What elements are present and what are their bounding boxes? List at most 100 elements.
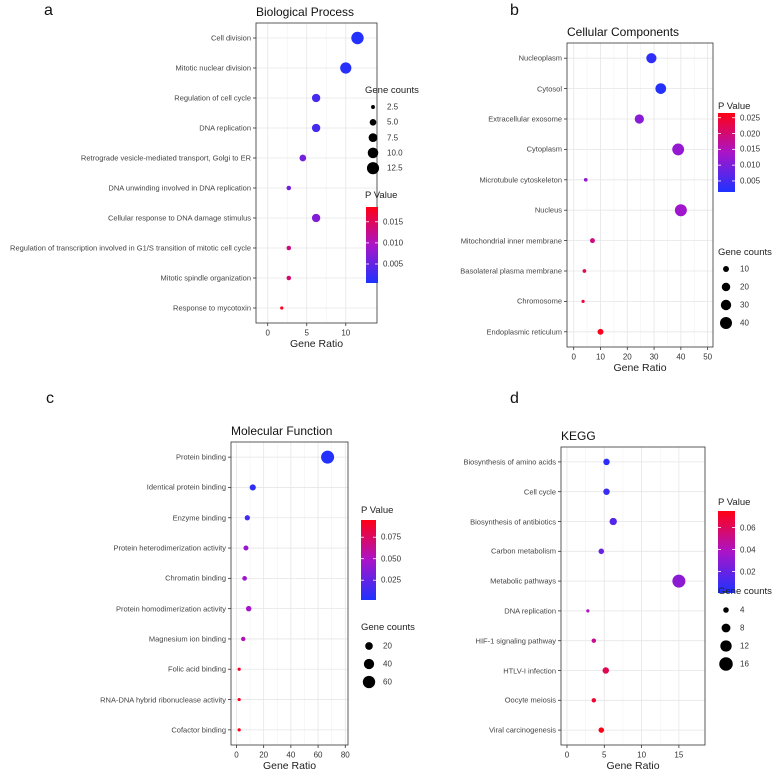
size-legend-label: 20 xyxy=(383,641,392,651)
panel-title-a: Biological Process xyxy=(256,5,355,19)
color-legend-label: 0.075 xyxy=(381,532,402,542)
color-legend-label: 0.005 xyxy=(740,176,761,186)
size-legend-label: 20 xyxy=(740,282,749,292)
category-label: Extracellular exosome xyxy=(488,114,562,124)
x-axis-label: Gene Ratio xyxy=(289,338,344,350)
category-label: Protein homodimerization activity xyxy=(115,604,226,614)
data-point xyxy=(603,458,610,466)
x-tick-label: 5 xyxy=(602,750,607,760)
color-legend-label: 0.010 xyxy=(383,238,404,248)
data-point xyxy=(597,328,604,335)
plot-border xyxy=(566,42,714,348)
category-label: Mitotic nuclear division xyxy=(175,63,251,73)
x-tick-label: 20 xyxy=(622,352,632,362)
data-point xyxy=(244,515,250,521)
size-legend-title: Gene counts xyxy=(365,85,419,96)
size-legend-label: 10.0 xyxy=(387,148,403,158)
color-legend-label: 0.010 xyxy=(740,160,761,170)
data-point xyxy=(609,517,617,526)
data-point xyxy=(674,204,687,217)
data-point xyxy=(340,62,352,74)
category-label: Response to mycotoxin xyxy=(173,303,251,313)
category-label: Nucleoplasm xyxy=(518,53,562,63)
data-point xyxy=(655,83,667,94)
category-label: HTLV-I infection xyxy=(503,666,556,675)
category-label: DNA replication xyxy=(199,123,251,133)
data-point xyxy=(598,548,605,555)
category-label: Protein binding xyxy=(175,452,226,462)
category-label: Protein heterodimerization activity xyxy=(113,543,226,553)
x-tick-label: 40 xyxy=(286,750,296,760)
data-point xyxy=(280,306,284,310)
color-legend-label: 0.015 xyxy=(383,217,404,227)
category-label: Cytoplasm xyxy=(526,144,562,154)
plot-border xyxy=(230,441,349,746)
size-legend-label: 12.5 xyxy=(387,163,403,173)
category-label: Cofactor binding xyxy=(171,725,226,735)
size-legend-title: Gene counts xyxy=(718,247,772,258)
data-point xyxy=(351,31,364,45)
data-point xyxy=(672,143,685,156)
size-legend-label: 10 xyxy=(740,264,749,274)
legend-size-dot xyxy=(719,657,733,671)
category-label: Mitochondrial inner membrane xyxy=(460,236,562,246)
data-point xyxy=(311,213,321,223)
legend-size-dot xyxy=(720,299,732,311)
panel-title-d: KEGG xyxy=(561,429,596,443)
panel-letter-d: d xyxy=(510,390,519,407)
legend-size-dot xyxy=(723,607,729,613)
data-point xyxy=(582,269,587,273)
color-legend-title: P Value xyxy=(718,101,751,112)
data-point xyxy=(286,245,292,251)
color-legend-label: 0.025 xyxy=(740,113,761,123)
data-point xyxy=(311,93,321,103)
data-point xyxy=(245,605,252,612)
size-legend-label: 7.5 xyxy=(387,133,399,143)
color-legend-title: P Value xyxy=(365,190,398,201)
category-label: Viral carcinogenesis xyxy=(489,725,556,735)
legend-size-dot xyxy=(720,640,732,652)
category-label: Basolateral plasma membrane xyxy=(460,266,562,276)
category-label: Mitotic spindle organization xyxy=(160,273,251,283)
x-tick-label: 50 xyxy=(703,352,713,362)
category-label: Enzyme binding xyxy=(172,513,226,523)
size-legend-label: 40 xyxy=(740,318,749,328)
color-legend-title: P Value xyxy=(361,505,394,516)
color-bar xyxy=(361,520,376,600)
x-tick-label: 0 xyxy=(564,750,570,760)
color-legend-title: P Value xyxy=(718,497,751,508)
category-label: Regulation of transcription involved in … xyxy=(10,243,251,253)
data-point xyxy=(249,484,256,491)
x-axis-label: Gene Ratio xyxy=(606,760,660,772)
data-point xyxy=(241,636,246,642)
data-point xyxy=(603,488,610,495)
plot-border xyxy=(255,22,378,324)
category-label: Cell division xyxy=(210,33,251,43)
data-point xyxy=(242,576,247,581)
legend-size-dot xyxy=(366,162,380,175)
size-legend-label: 4 xyxy=(740,605,745,615)
category-label: RNA-DNA hybrid ribonuclease activity xyxy=(100,695,226,705)
legend-size-dot xyxy=(371,105,375,109)
data-point xyxy=(591,698,597,703)
size-legend-label: 16 xyxy=(740,659,749,669)
data-point xyxy=(581,299,585,303)
x-tick-label: 80 xyxy=(340,750,350,760)
category-label: Microtubule cytoskeleton xyxy=(479,175,562,185)
category-label: Cellular response to DNA damage stimulus xyxy=(108,213,251,223)
data-point xyxy=(634,114,644,124)
size-legend-label: 40 xyxy=(383,659,392,669)
color-legend-label: 0.020 xyxy=(740,129,761,139)
panel-letter-a: a xyxy=(44,2,53,19)
plot-border xyxy=(560,446,706,746)
size-legend-title: Gene counts xyxy=(718,586,772,597)
size-legend-title: Gene counts xyxy=(361,622,415,633)
x-tick-label: 60 xyxy=(313,750,323,760)
x-tick-label: 5 xyxy=(304,328,309,338)
data-point xyxy=(286,275,292,281)
legend-size-dot xyxy=(721,282,731,292)
color-legend-label: 0.050 xyxy=(381,554,402,564)
data-point xyxy=(583,177,588,182)
